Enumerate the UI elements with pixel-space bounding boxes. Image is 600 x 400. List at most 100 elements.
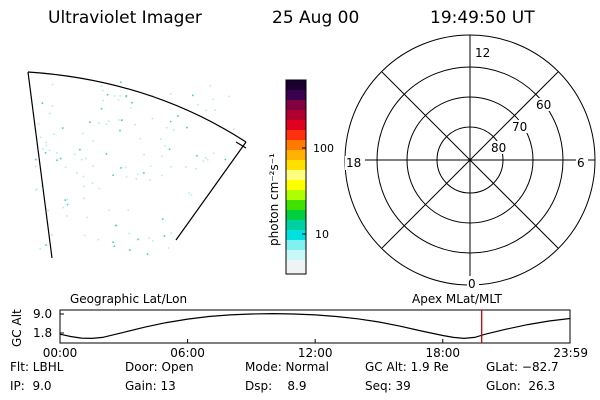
aurora-speckle	[209, 85, 212, 87]
aurora-speckle	[185, 166, 187, 168]
aurora-speckle	[45, 144, 48, 147]
aurora-speckle	[125, 95, 128, 97]
aurora-speckle	[143, 153, 145, 156]
aurora-speckle	[202, 160, 205, 163]
aurora-speckle	[51, 83, 54, 86]
aurora-speckle	[44, 152, 47, 154]
y-tick-9: 9.0	[33, 307, 52, 321]
aurora-speckle	[169, 93, 172, 95]
aurora-speckle	[100, 85, 103, 87]
aurora-speckle	[48, 149, 51, 152]
aurora-speckle	[172, 129, 175, 131]
aurora-speckle	[49, 112, 51, 115]
aurora-speckle	[73, 153, 76, 155]
aurora-speckle	[115, 224, 117, 227]
status-gain: Gain: 13	[125, 379, 176, 393]
aurora-speckle	[51, 105, 54, 107]
geographic-image	[27, 71, 247, 259]
colorbar-tick-100: 100	[313, 142, 334, 155]
aurora-speckles	[35, 81, 235, 255]
date-label: 25 Aug 00	[272, 8, 360, 28]
aurora-speckle	[105, 123, 108, 125]
aurora-speckle	[196, 155, 198, 157]
aurora-speckle	[135, 178, 138, 180]
aurora-speckle	[39, 136, 42, 139]
aurora-speckle	[92, 140, 94, 142]
aurora-speckle	[168, 148, 171, 151]
aurora-speckle	[112, 241, 114, 243]
aurora-speckle	[37, 122, 40, 125]
aurora-speckle	[121, 119, 123, 121]
aurora-speckle	[188, 192, 190, 194]
aurora-speckle	[45, 244, 47, 246]
aurora-speckle	[83, 234, 86, 237]
aurora-speckle	[47, 209, 49, 212]
aurora-speckle	[62, 127, 64, 129]
aurora-speckle	[64, 166, 67, 169]
colorbar-tick-10: 10	[315, 228, 329, 241]
image-right-edge	[175, 141, 247, 241]
aurora-speckle	[129, 249, 131, 251]
aurora-speckle	[136, 173, 139, 175]
aurora-speckle	[192, 94, 194, 97]
aurora-speckle	[108, 209, 110, 212]
aurora-speckle	[118, 119, 120, 121]
aurora-speckle	[89, 121, 91, 123]
aurora-speckle	[98, 187, 101, 190]
aurora-speckle	[137, 238, 139, 241]
aurora-speckle	[212, 152, 215, 155]
aurora-speckle	[66, 215, 69, 217]
aurora-speckle	[160, 174, 163, 177]
aurora-speckle	[81, 132, 84, 135]
aurora-speckle	[131, 101, 133, 104]
aurora-speckle	[91, 182, 94, 184]
aurora-speckle	[120, 81, 122, 84]
altitude-strip: Geographic Lat/Lon Apex MLat/MLT GC Alt …	[10, 292, 588, 360]
time-axis: 00:00 06:00 12:00 18:00 23:59	[43, 339, 588, 360]
aurora-speckle	[119, 95, 122, 97]
aurora-speckle	[161, 155, 163, 158]
aurora-speckle	[41, 102, 44, 104]
aurora-speckle	[35, 188, 38, 190]
aurora-speckle	[35, 158, 37, 161]
aurora-speckle	[92, 165, 94, 168]
status-flt: Flt: LBHL	[10, 360, 64, 374]
aurora-speckle	[64, 199, 66, 201]
aurora-speckle	[66, 203, 69, 206]
aurora-speckle	[86, 216, 89, 219]
aurora-speckle	[205, 109, 207, 112]
aurora-speckle	[80, 158, 83, 161]
aurora-speckle	[167, 247, 170, 249]
aurora-speckle	[197, 103, 199, 106]
status-seq: Seq: 39	[365, 379, 411, 393]
status-dsp: Dsp: 8.9	[245, 379, 307, 393]
status-mode: Mode: Normal	[245, 360, 329, 374]
aurora-speckle	[232, 128, 235, 130]
aurora-speckle	[50, 234, 53, 236]
aurora-speckle	[45, 141, 48, 144]
aurora-speckle	[56, 159, 58, 161]
aurora-speckle	[124, 166, 127, 169]
polar-label-lat-60: 60	[536, 98, 551, 112]
polar-label-18: 18	[346, 156, 361, 170]
status-gc-alt: GC Alt: 1.9 Re	[365, 360, 449, 374]
aurora-speckle	[190, 194, 193, 196]
aurora-speckle	[228, 95, 230, 98]
aurora-speckle	[159, 138, 162, 140]
aurora-speckle	[100, 107, 103, 110]
aurora-speckle	[127, 209, 130, 211]
aurora-speckle	[139, 137, 142, 140]
aurora-speckle	[117, 99, 120, 101]
aurora-speckle	[128, 232, 131, 235]
aurora-speckle	[59, 157, 62, 160]
aurora-speckle	[164, 144, 166, 147]
aurora-speckle	[82, 175, 85, 178]
aurora-speckle	[83, 185, 85, 188]
x-tick-label: 06:00	[170, 346, 205, 360]
aurora-speckle	[116, 225, 118, 227]
aurora-speckle	[218, 126, 221, 128]
x-tick-label: 12:00	[298, 346, 333, 360]
aurora-speckle	[55, 152, 58, 154]
aurora-speckle	[170, 232, 172, 234]
aurora-speckle	[166, 126, 168, 129]
